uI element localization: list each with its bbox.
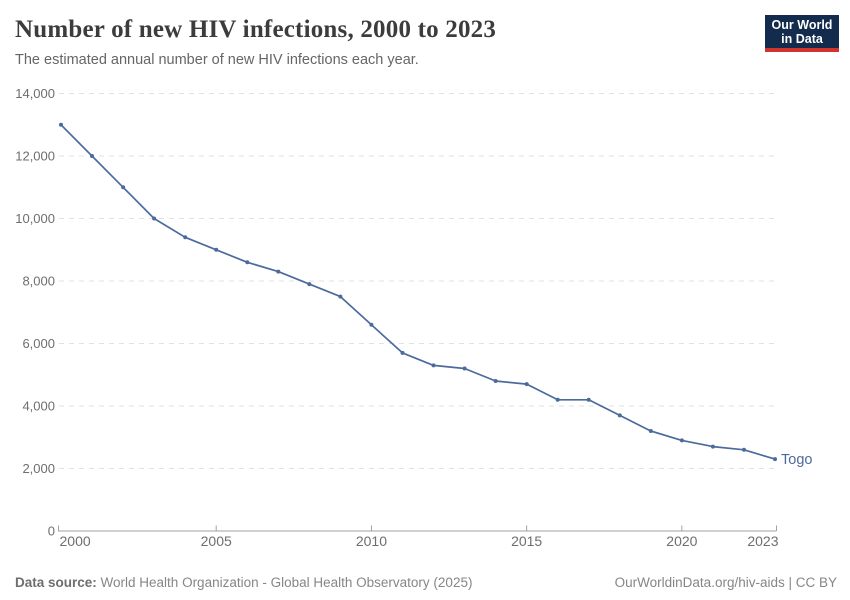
data-point bbox=[214, 247, 219, 252]
credit-link[interactable]: OurWorldinData.org/hiv-aids | CC BY bbox=[614, 575, 837, 590]
series-label: Togo bbox=[781, 452, 812, 468]
owid-logo[interactable]: Our World in Data bbox=[765, 15, 839, 52]
data-point bbox=[462, 366, 467, 371]
data-point bbox=[338, 294, 343, 299]
data-source-text: World Health Organization - Global Healt… bbox=[96, 575, 473, 590]
x-axis-tick-label: 2020 bbox=[666, 533, 697, 549]
y-axis-tick-label: 14,000 bbox=[15, 86, 55, 101]
data-point bbox=[400, 350, 405, 355]
line-chart[interactable]: 0 2,000 4,000 6,000 8,000 10,000 12,000 14,000 2… bbox=[0, 80, 850, 558]
data-point bbox=[431, 363, 436, 368]
data-source-label: Data source: bbox=[15, 575, 97, 590]
chart-subtitle: The estimated annual number of new HIV i… bbox=[15, 52, 419, 68]
data-point bbox=[679, 438, 684, 443]
data-point bbox=[648, 429, 653, 433]
data-point bbox=[555, 397, 560, 402]
data-point bbox=[245, 260, 250, 265]
data-line bbox=[60, 123, 776, 460]
data-point bbox=[369, 322, 374, 327]
data-point bbox=[710, 444, 715, 449]
owid-logo-text: Our World in Data bbox=[765, 15, 839, 48]
data-point bbox=[59, 122, 63, 127]
y-axis-tick-label: 12,000 bbox=[15, 149, 55, 164]
page-title: Number of new HIV infections, 2000 to 20… bbox=[15, 16, 497, 43]
data-source: Data source: World Health Organization -… bbox=[15, 575, 472, 590]
data-point bbox=[307, 282, 312, 287]
y-axis-tick-label: 8,000 bbox=[22, 274, 55, 289]
data-point bbox=[276, 269, 281, 274]
owid-logo-stripe bbox=[765, 48, 839, 52]
chart-area[interactable]: 0 2,000 4,000 6,000 8,000 10,000 12,000 14,000 2… bbox=[0, 80, 850, 558]
x-axis-tick-label: 2005 bbox=[201, 533, 232, 549]
data-point bbox=[152, 216, 157, 221]
x-axis-tick-label: 2010 bbox=[356, 533, 387, 549]
data-point bbox=[742, 447, 746, 452]
y-axis-tick-label: 10,000 bbox=[15, 211, 55, 226]
y-axis-tick-label: 4,000 bbox=[22, 399, 55, 414]
data-point bbox=[183, 235, 188, 240]
data-point bbox=[773, 457, 777, 462]
footer: Data source: World Health Organization -… bbox=[0, 575, 850, 590]
y-axis-tick-label: 0 bbox=[48, 524, 55, 539]
x-axis-tick-label: 2023 bbox=[747, 533, 778, 549]
y-axis-tick-label: 2,000 bbox=[22, 461, 55, 476]
data-point bbox=[586, 397, 591, 402]
x-axis-tick-label: 2000 bbox=[60, 533, 91, 549]
data-point bbox=[90, 154, 94, 158]
data-point bbox=[524, 382, 529, 387]
x-axis-tick-label: 2015 bbox=[511, 533, 542, 549]
y-axis-tick-label: 6,000 bbox=[22, 336, 55, 351]
data-point bbox=[121, 185, 126, 190]
data-point bbox=[617, 413, 622, 418]
data-point bbox=[493, 379, 498, 383]
